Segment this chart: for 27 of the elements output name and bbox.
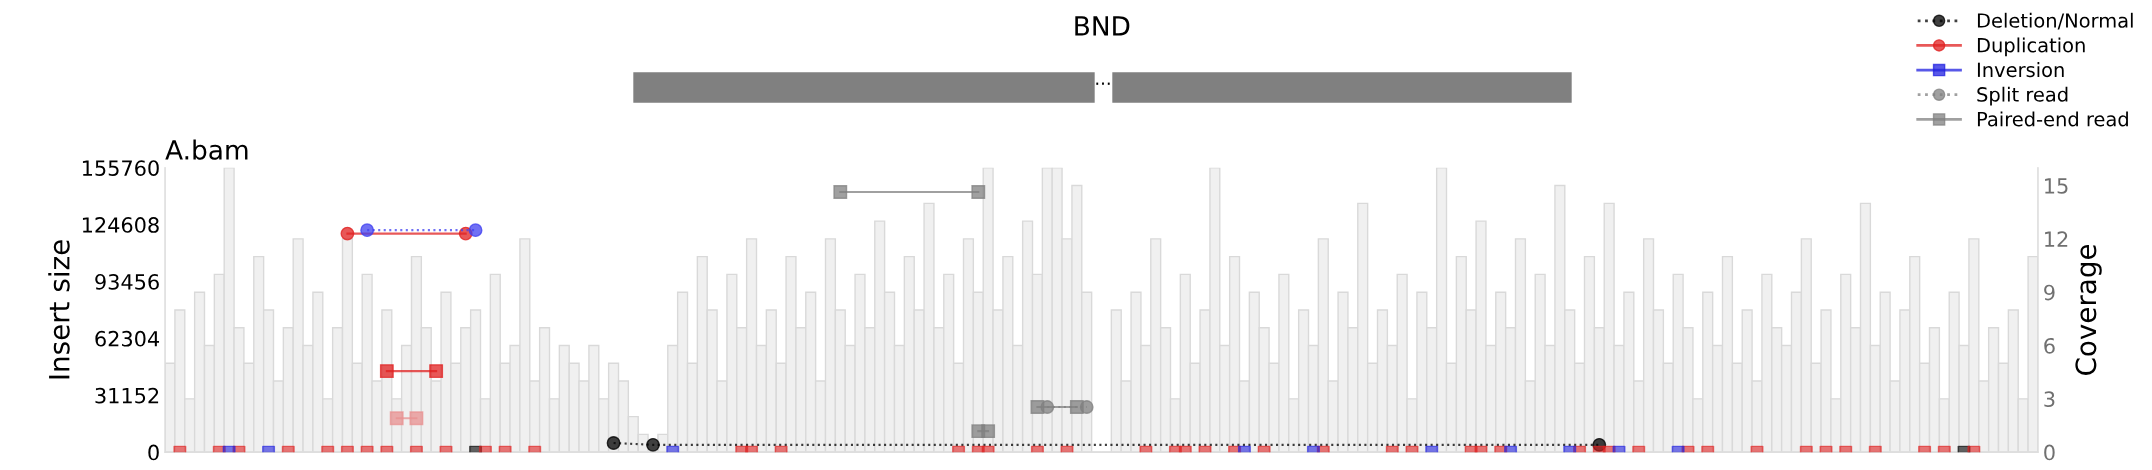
point [971,185,986,199]
point [468,223,483,238]
y-tick-label: 62304 [95,330,160,347]
chart-title: BND [1075,16,1130,36]
legend-label: Duplication [1977,37,2085,57]
text: ··· [1096,82,1110,85]
y-axis-title: Insert size [48,240,70,379]
y-tick-label: 155760 [82,160,159,176]
legend-label: Paired-end read [1977,111,2128,127]
y-tick-label: 31152 [95,387,159,404]
y-tick-label: 0 [148,444,159,461]
y-tick-label: 93456 [95,273,159,290]
y-tick-label: 124608 [82,217,159,233]
y2-tick-label: 15 [2045,178,2068,194]
chart-subtitle: A.bam [165,139,248,160]
point [833,185,848,199]
y2-tick-label: 0 [2044,444,2055,461]
legend-label: Deletion/Normal [1977,12,2133,30]
y2-tick-label: 3 [2044,391,2055,408]
y2-tick-label: 9 [2044,284,2055,301]
y2-tick-label: 6 [2044,337,2055,354]
point [340,226,355,241]
y2-axis-title: Coverage [2075,244,2102,375]
legend-label: Inversion [1977,62,2064,78]
point [360,223,375,238]
y2-tick-label: 12 [2045,231,2068,247]
legend-label: Split read [1977,86,2068,106]
